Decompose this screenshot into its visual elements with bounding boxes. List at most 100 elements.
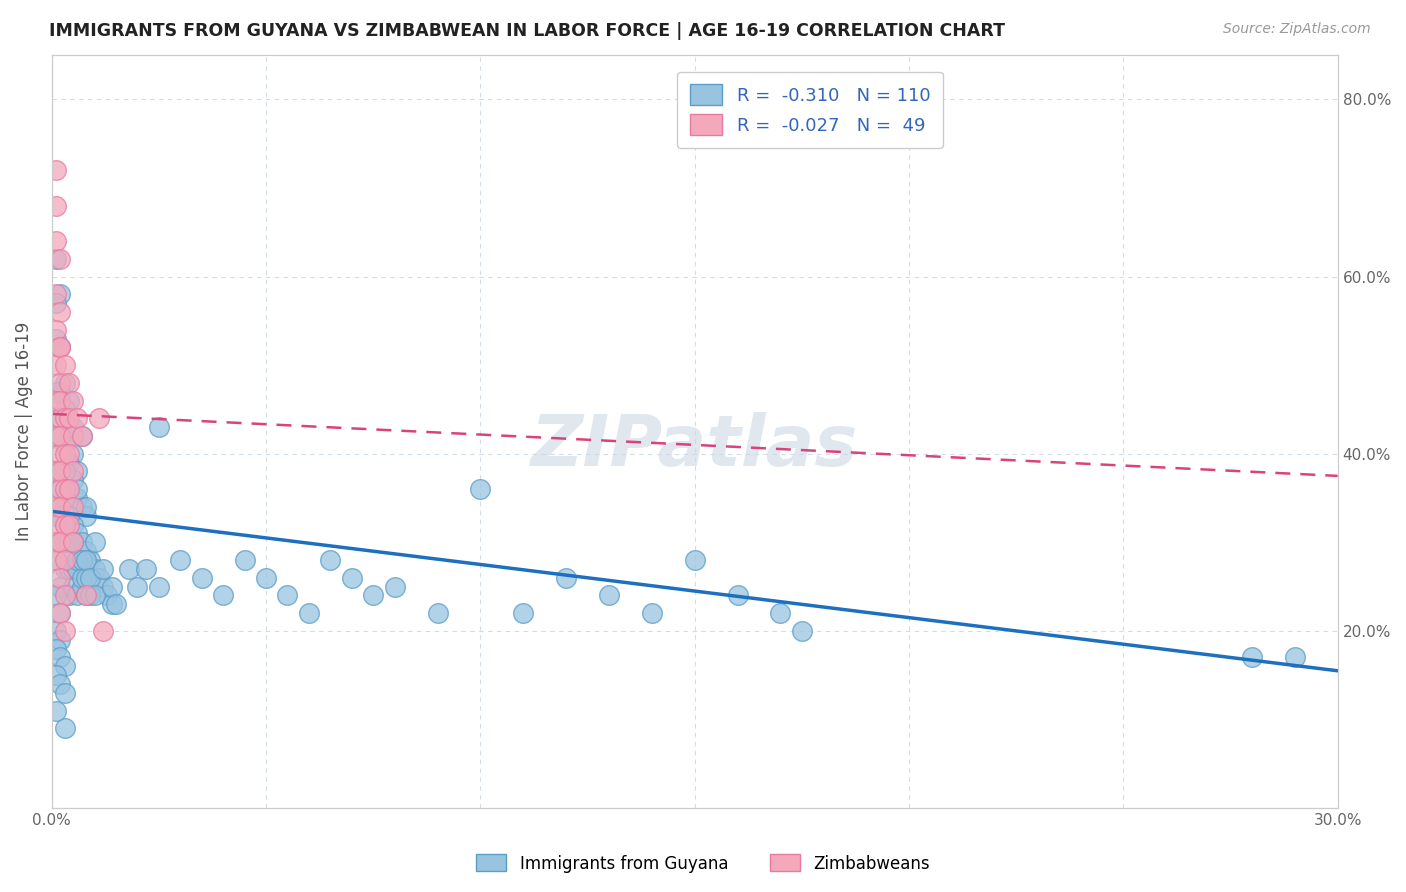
Point	[727, 589, 749, 603]
Point	[233, 553, 256, 567]
Point	[83, 589, 105, 603]
Point	[58, 376, 80, 390]
Point	[426, 606, 449, 620]
Point	[148, 580, 170, 594]
Point	[319, 553, 342, 567]
Point	[58, 429, 80, 443]
Point	[75, 571, 97, 585]
Point	[66, 553, 89, 567]
Point	[58, 508, 80, 523]
Point	[75, 500, 97, 514]
Point	[62, 473, 84, 487]
Point	[298, 606, 321, 620]
Point	[769, 606, 792, 620]
Point	[70, 429, 93, 443]
Point	[70, 500, 93, 514]
Point	[45, 287, 67, 301]
Point	[58, 420, 80, 434]
Point	[53, 686, 76, 700]
Point	[53, 624, 76, 638]
Point	[135, 562, 157, 576]
Point	[45, 296, 67, 310]
Point	[53, 376, 76, 390]
Point	[53, 553, 76, 567]
Legend: R =  -0.310   N = 110, R =  -0.027   N =  49: R = -0.310 N = 110, R = -0.027 N = 49	[678, 71, 943, 148]
Point	[83, 562, 105, 576]
Point	[45, 704, 67, 718]
Point	[53, 659, 76, 673]
Point	[66, 411, 89, 425]
Point	[45, 393, 67, 408]
Point	[62, 535, 84, 549]
Point	[62, 580, 84, 594]
Point	[49, 287, 72, 301]
Point	[340, 571, 363, 585]
Point	[62, 393, 84, 408]
Point	[49, 411, 72, 425]
Point	[49, 411, 72, 425]
Point	[53, 517, 76, 532]
Point	[49, 571, 72, 585]
Point	[45, 624, 67, 638]
Point	[75, 553, 97, 567]
Point	[45, 553, 67, 567]
Point	[49, 384, 72, 399]
Point	[49, 447, 72, 461]
Point	[53, 411, 76, 425]
Point	[70, 535, 93, 549]
Point	[49, 393, 72, 408]
Point	[45, 429, 67, 443]
Point	[58, 456, 80, 470]
Point	[87, 411, 110, 425]
Point	[384, 580, 406, 594]
Point	[683, 553, 706, 567]
Point	[62, 517, 84, 532]
Point	[66, 482, 89, 496]
Point	[49, 429, 72, 443]
Point	[75, 544, 97, 558]
Point	[83, 535, 105, 549]
Point	[45, 517, 67, 532]
Point	[45, 465, 67, 479]
Point	[70, 580, 93, 594]
Point	[70, 553, 93, 567]
Point	[53, 447, 76, 461]
Point	[148, 420, 170, 434]
Point	[45, 323, 67, 337]
Point	[212, 589, 235, 603]
Point	[58, 562, 80, 576]
Point	[49, 482, 72, 496]
Point	[66, 589, 89, 603]
Point	[45, 332, 67, 346]
Point	[49, 341, 72, 355]
Point	[127, 580, 149, 594]
Point	[66, 491, 89, 505]
Point	[361, 589, 384, 603]
Point	[75, 589, 97, 603]
Point	[49, 376, 72, 390]
Point	[45, 641, 67, 656]
Point	[58, 535, 80, 549]
Point	[49, 535, 72, 549]
Point	[75, 508, 97, 523]
Point	[512, 606, 534, 620]
Point	[49, 341, 72, 355]
Point	[254, 571, 277, 585]
Point	[45, 508, 67, 523]
Point	[62, 429, 84, 443]
Point	[49, 580, 72, 594]
Point	[53, 358, 76, 372]
Text: IMMIGRANTS FROM GUYANA VS ZIMBABWEAN IN LABOR FORCE | AGE 16-19 CORRELATION CHAR: IMMIGRANTS FROM GUYANA VS ZIMBABWEAN IN …	[49, 22, 1005, 40]
Point	[191, 571, 214, 585]
Point	[62, 447, 84, 461]
Point	[598, 589, 620, 603]
Point	[49, 677, 72, 691]
Point	[1240, 650, 1263, 665]
Point	[66, 562, 89, 576]
Point	[53, 491, 76, 505]
Point	[87, 571, 110, 585]
Point	[53, 722, 76, 736]
Point	[49, 305, 72, 319]
Point	[555, 571, 578, 585]
Point	[66, 465, 89, 479]
